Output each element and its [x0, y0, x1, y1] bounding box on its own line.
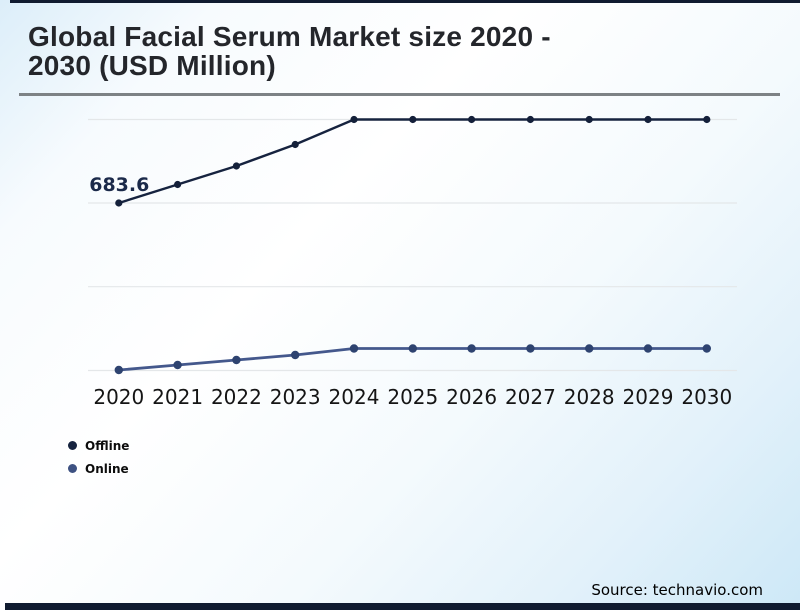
online-marker-2025	[408, 344, 417, 353]
offline-marker-2030	[703, 115, 711, 124]
offline-marker-2021	[174, 180, 182, 189]
offline-marker-2020	[115, 199, 123, 207]
page-title-line-2: 2030 (USD Million)	[28, 50, 276, 81]
offline-marker-2027	[526, 115, 535, 124]
title-underline	[19, 93, 780, 96]
offline-marker-2028	[585, 115, 593, 124]
offline-marker-2024	[350, 115, 358, 124]
offline-marker-2025	[409, 115, 417, 124]
legend-item-online: Online	[68, 460, 129, 477]
offline-marker-2029	[644, 115, 652, 124]
page-title: Global Facial Serum Market size 2020 - 2…	[28, 22, 772, 80]
offline-marker-2022	[232, 162, 240, 170]
legend-label-online: Online	[85, 461, 129, 476]
chart-legend: Offline Online	[68, 437, 129, 477]
online-marker-2029	[643, 344, 653, 353]
legend-label-offline: Offline	[85, 438, 130, 453]
offline-marker-2026	[468, 115, 476, 124]
x-tick-label: 2021	[152, 385, 203, 409]
x-tick-label: 2023	[270, 385, 321, 409]
x-tick-label: 2026	[446, 385, 497, 409]
online-marker-2022	[232, 355, 241, 365]
bottom-border-bar	[5, 603, 800, 610]
online-marker-2023	[291, 350, 300, 360]
online-marker-2027	[526, 344, 535, 353]
x-tick-label: 2027	[505, 385, 556, 409]
offline-line	[117, 118, 708, 205]
x-tick-label: 2024	[329, 385, 380, 409]
online-series-dot-icon	[68, 464, 77, 473]
source-attribution: Source: technavio.com	[591, 581, 763, 599]
online-marker-2026	[467, 344, 476, 353]
offline-series-dot-icon	[68, 441, 77, 450]
x-tick-label: 2029	[623, 385, 674, 409]
online-marker-2028	[585, 344, 594, 353]
page-title-line-1: Global Facial Serum Market size 2020 -	[28, 21, 551, 52]
x-tick-label: 2028	[564, 385, 615, 409]
legend-item-offline: Offline	[68, 437, 129, 454]
online-marker-2030	[702, 344, 711, 353]
x-tick-label: 2030	[681, 385, 732, 409]
top-border-bar	[10, 0, 800, 3]
online-marker-2024	[349, 344, 359, 353]
offline-data-label-2020: 683.6	[89, 174, 149, 196]
online-marker-2021	[173, 360, 182, 370]
offline-marker-2023	[291, 140, 299, 149]
x-tick-label: 2025	[387, 385, 438, 409]
online-marker-2020	[114, 365, 124, 375]
x-tick-label: 2022	[211, 385, 262, 409]
x-tick-label: 2020	[93, 385, 144, 409]
